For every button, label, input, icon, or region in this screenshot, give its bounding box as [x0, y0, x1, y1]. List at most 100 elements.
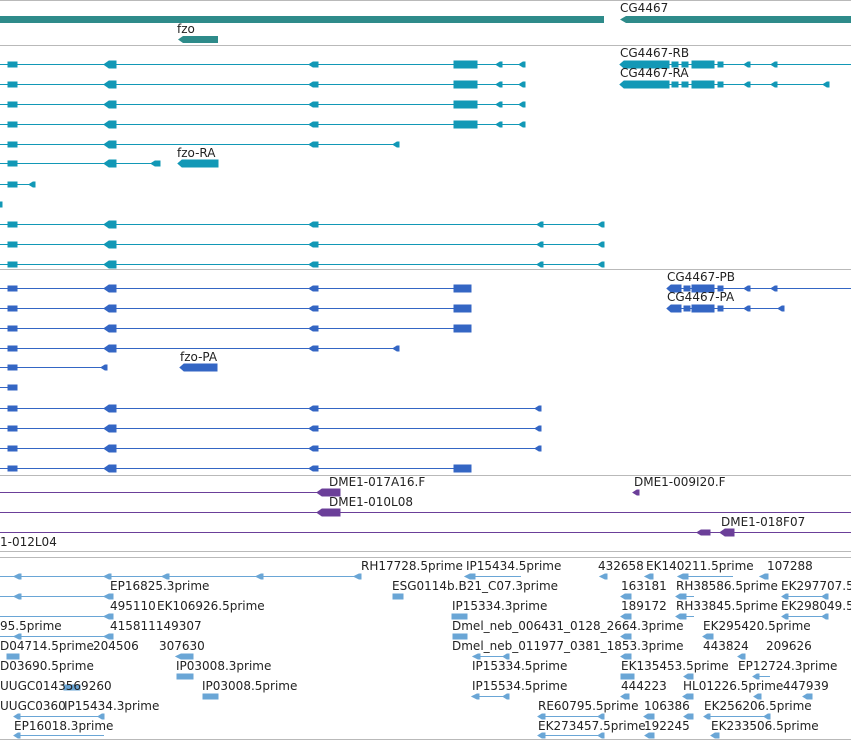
est-label: EP16825.3prime: [110, 579, 210, 593]
est-label: EK273457.5prime: [538, 719, 646, 733]
est-label: 106386: [644, 699, 690, 713]
protein-row-7[interactable]: [0, 404, 542, 413]
clone-dme1-010l08[interactable]: [0, 508, 851, 517]
est-label: 107288: [767, 559, 813, 573]
transcript-label-cg4467-rb: CG4467-RB: [620, 46, 690, 60]
gene-fzo-bar-main[interactable]: [0, 16, 604, 23]
est-label: ESG0114b.B21_C07.3prime: [392, 579, 559, 593]
est-line-3[interactable]: [0, 593, 829, 600]
est-label: RE60795.5prime: [538, 699, 639, 713]
est-label: EK106926.5prime: [157, 599, 265, 613]
protein-row-4[interactable]: [0, 344, 400, 353]
transcript-row-10[interactable]: [0, 240, 605, 249]
clone-label-5: 1-012L04: [0, 535, 57, 549]
protein-row-2[interactable]: [0, 304, 472, 313]
est-line-4[interactable]: [0, 613, 829, 620]
clone-label-1: DME1-017A16.F: [329, 475, 426, 489]
protein-row-9[interactable]: [0, 444, 542, 453]
clone-label-2: DME1-009I20.F: [634, 475, 726, 489]
transcripts-track: [0, 60, 851, 269]
clone-label-4: DME1-018F07: [721, 515, 806, 529]
est-line-10[interactable]: [13, 732, 720, 739]
est-label: 432658: [598, 559, 644, 573]
est-label: EK135453.5prime: [621, 659, 729, 673]
est-label: D04714.5prime: [0, 639, 94, 653]
est-label: 415811149307: [110, 619, 202, 633]
est-label: IP03008.5prime: [202, 679, 298, 693]
est-line-5[interactable]: [0, 633, 714, 640]
est-label: IP03008.3prime: [176, 659, 272, 673]
est-line-6[interactable]: [6, 653, 746, 660]
transcript-cg4467-rb[interactable]: [619, 60, 851, 69]
protein-label-cg4467-pb: CG4467-PB: [667, 270, 736, 284]
est-label: 204506: [93, 639, 139, 653]
transcript-fzo-ra[interactable]: [0, 159, 219, 168]
gene-label-cg4467: CG4467: [620, 1, 669, 15]
protein-fzo-pa[interactable]: [0, 363, 218, 372]
transcript-cg4467-ra[interactable]: [619, 80, 830, 89]
est-label: 443824: [703, 639, 749, 653]
est-label: Dmel_neb_011977_0381_1853.3prime: [452, 639, 684, 653]
genes-track: [0, 16, 851, 43]
est-line-2[interactable]: [463, 573, 769, 580]
est-line-8[interactable]: [63, 684, 813, 700]
proteins-track: [0, 284, 851, 473]
protein-row-10[interactable]: [0, 464, 472, 473]
est-line-7[interactable]: [176, 673, 770, 680]
est-label: EK298049.5: [781, 599, 851, 613]
clone-dme1-017a16[interactable]: [0, 488, 341, 497]
protein-label-fzo-pa: fzo-PA: [180, 350, 218, 364]
est-label: EK297707.5: [781, 579, 851, 593]
est-label: 163181: [621, 579, 667, 593]
est-label: 189172: [621, 599, 667, 613]
transcript-row-4[interactable]: [0, 120, 526, 129]
transcript-row-2[interactable]: [0, 80, 526, 89]
est-label: 192245: [644, 719, 690, 733]
est-label: EK233506.5prime: [711, 719, 819, 733]
protein-row-1[interactable]: [0, 284, 472, 293]
est-label: RH33845.5prime: [676, 599, 778, 613]
est-label: RH17728.5prime: [361, 559, 463, 573]
est-label: 209626: [766, 639, 812, 653]
protein-row-6[interactable]: [0, 384, 18, 391]
protein-cg4467-pb[interactable]: [666, 284, 851, 293]
est-label: D03690.5prime: [0, 659, 94, 673]
est-label: 95.5prime: [0, 619, 62, 633]
clones-track: [0, 488, 851, 537]
protein-row-8[interactable]: [0, 424, 542, 433]
est-label: 307630: [159, 639, 205, 653]
est-label: EK140211.5prime: [646, 559, 754, 573]
protein-cg4467-pa[interactable]: [666, 304, 785, 313]
est-line-1[interactable]: [0, 573, 362, 580]
ests-track: [0, 573, 829, 739]
est-label: EP16018.3prime: [14, 719, 114, 733]
transcript-label-cg4467-ra: CG4467-RA: [620, 66, 689, 80]
clone-dme1-018f07[interactable]: [0, 528, 851, 537]
est-label: 495110: [110, 599, 156, 613]
est-label: Dmel_neb_006431_0128_2664.3prime: [452, 619, 684, 633]
gene-cg4467-bar[interactable]: [620, 16, 851, 23]
transcript-row-11[interactable]: [0, 260, 605, 269]
transcript-row-7[interactable]: [0, 181, 36, 188]
est-label: IP15334.5prime: [472, 659, 568, 673]
transcript-row-3[interactable]: [0, 100, 526, 109]
transcript-row-1[interactable]: [0, 60, 526, 69]
transcript-row-8[interactable]: [0, 201, 3, 208]
est-label: EK295420.5prime: [703, 619, 811, 633]
gene-fzo-bar[interactable]: [178, 36, 218, 43]
transcript-row-9[interactable]: [0, 220, 605, 229]
transcript-row-5[interactable]: [0, 140, 400, 149]
est-line-9[interactable]: [13, 713, 771, 720]
clone-label-3: DME1-010L08: [329, 495, 413, 509]
est-label: UUGC0143569260: [0, 679, 112, 693]
clone-dme1-009i20[interactable]: [632, 489, 640, 496]
protein-label-cg4467-pa: CG4467-PA: [667, 290, 735, 304]
est-label: UUGC0360: [0, 699, 66, 713]
est-label: RH38586.5prime: [676, 579, 778, 593]
est-label: HL01226.5prime: [683, 679, 784, 693]
est-label: IP15434.5prime: [466, 559, 562, 573]
protein-row-3[interactable]: [0, 324, 472, 333]
